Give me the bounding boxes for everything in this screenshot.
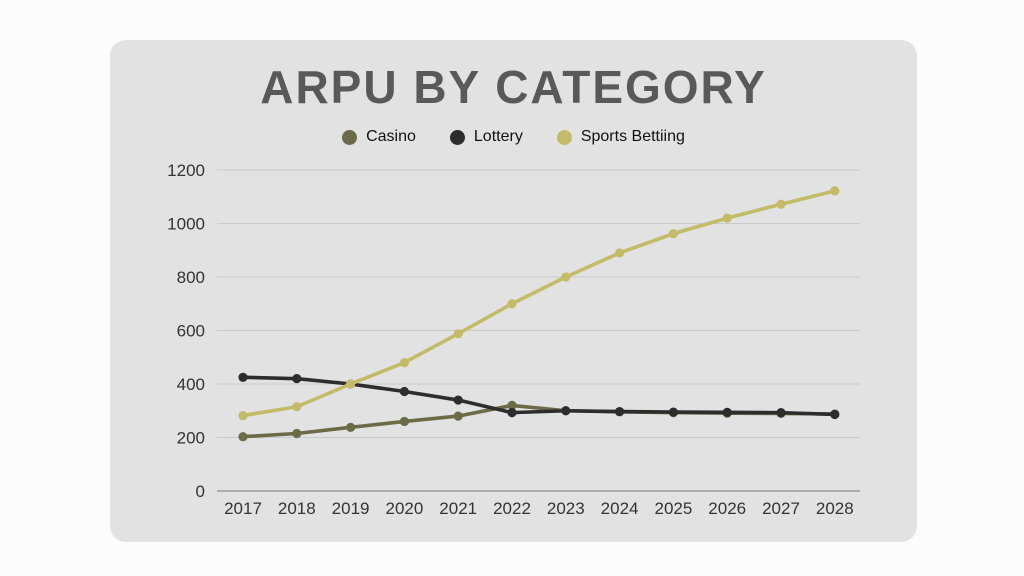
x-axis-tick-label: 2024	[601, 499, 639, 518]
x-axis-tick-label: 2026	[708, 499, 746, 518]
line-chart: 0 200 400 600 800 1000 1200 2017 2018 2019 2020 202…	[167, 161, 860, 518]
data-point	[561, 406, 571, 416]
y-axis-tick-label: 1000	[167, 215, 205, 234]
legend-label-lottery: Lottery	[473, 128, 523, 145]
data-point	[399, 386, 409, 397]
data-point	[453, 329, 463, 339]
legend-item-lottery: Lottery	[449, 128, 523, 146]
data-point	[292, 402, 302, 412]
x-axis-tick-label: 2021	[439, 499, 477, 518]
chart-title: ARPU BY CATEGORY	[260, 61, 767, 113]
data-point	[668, 229, 679, 239]
y-axis-tick-label: 200	[177, 429, 205, 448]
data-point	[238, 432, 248, 442]
sports-betting-legend-dot-icon	[556, 129, 572, 145]
data-point	[722, 213, 732, 223]
casino-legend-dot-icon	[342, 129, 358, 145]
data-point	[399, 416, 409, 427]
x-axis-tick-label: 2019	[332, 499, 370, 518]
x-axis-tick-label: 2020	[385, 499, 423, 518]
x-axis-tick-label: 2018	[278, 499, 316, 518]
y-axis-tick-label: 800	[177, 268, 205, 287]
data-point	[238, 410, 248, 421]
data-point	[722, 407, 732, 417]
legend-label-sports-betting: Sports Bettiing	[580, 128, 685, 145]
data-point	[830, 409, 840, 420]
x-axis-tick-label: 2028	[816, 499, 854, 518]
data-point	[668, 407, 679, 417]
lottery-legend-dot-icon	[449, 129, 465, 145]
legend-item-casino: Casino	[342, 128, 416, 146]
data-point	[507, 400, 517, 410]
data-point	[292, 374, 302, 384]
data-point	[561, 272, 571, 282]
legend-item-sports-betting: Sports Bettiing	[556, 128, 685, 146]
data-point	[292, 428, 302, 439]
y-axis-tick-label: 1200	[167, 161, 205, 180]
data-point	[776, 199, 786, 209]
legend-label-casino: Casino	[366, 128, 416, 145]
x-axis-tick-label: 2022	[493, 499, 531, 518]
series-line-lottery	[241, 375, 837, 417]
data-point	[346, 422, 356, 432]
data-point	[507, 408, 517, 418]
data-point	[238, 372, 248, 382]
series-line-sports-bettiing	[241, 189, 837, 418]
data-point	[346, 379, 356, 389]
data-point	[615, 406, 625, 417]
data-point	[507, 299, 517, 309]
data-point	[615, 248, 625, 258]
y-axis-tick-label: 400	[177, 375, 205, 394]
legend: Casino Lottery Sports Bettiing	[110, 128, 917, 146]
data-point	[453, 395, 463, 405]
data-point	[399, 358, 409, 368]
data-point	[830, 186, 840, 196]
y-axis-tick-label: 0	[196, 482, 205, 501]
data-point	[776, 408, 786, 418]
x-axis-tick-label: 2017	[224, 499, 262, 518]
x-axis-tick-label: 2025	[654, 499, 692, 518]
y-axis-tick-label: 600	[177, 322, 205, 341]
x-axis-tick-label: 2027	[762, 499, 800, 518]
x-axis-tick-label: 2023	[547, 499, 585, 518]
chart-card: ARPU BY CATEGORY Casino Lottery Sports B…	[110, 40, 917, 542]
data-point	[453, 411, 463, 421]
